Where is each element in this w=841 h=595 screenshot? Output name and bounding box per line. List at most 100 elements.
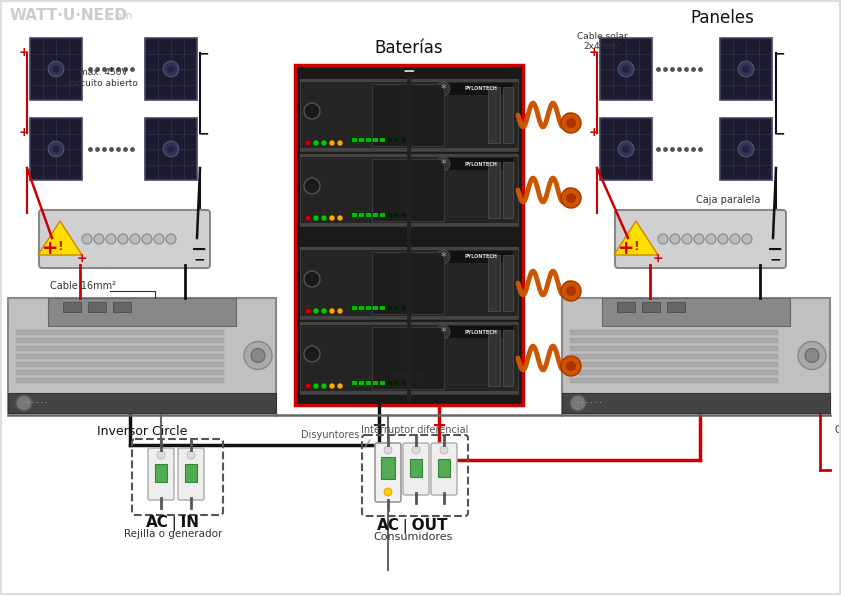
Bar	[350, 305, 410, 311]
FancyBboxPatch shape	[615, 210, 786, 268]
Bar	[381, 457, 395, 479]
Text: +: +	[589, 127, 600, 139]
Bar	[503, 87, 513, 143]
Bar	[387, 213, 392, 217]
Bar	[300, 79, 518, 151]
Bar	[16, 378, 224, 383]
Bar	[600, 38, 652, 100]
Circle shape	[682, 234, 692, 244]
Text: Cable 16mm²: Cable 16mm²	[50, 281, 116, 291]
Circle shape	[618, 141, 634, 157]
Bar	[570, 378, 778, 383]
Text: +: +	[42, 240, 58, 258]
Circle shape	[94, 234, 104, 244]
Text: −: −	[197, 46, 209, 60]
Circle shape	[251, 349, 265, 362]
Polygon shape	[38, 221, 82, 255]
Bar	[488, 255, 500, 311]
Bar	[503, 162, 513, 218]
Circle shape	[738, 141, 754, 157]
Bar	[372, 252, 444, 314]
Circle shape	[16, 395, 32, 411]
Circle shape	[622, 65, 630, 73]
Bar	[387, 306, 392, 310]
Circle shape	[436, 250, 450, 264]
Bar	[570, 330, 778, 335]
Circle shape	[337, 308, 343, 314]
Circle shape	[321, 308, 327, 314]
Text: Baterías: Baterías	[375, 39, 443, 57]
Bar	[570, 362, 778, 367]
Bar	[488, 87, 500, 143]
Circle shape	[244, 342, 272, 369]
Circle shape	[337, 215, 343, 221]
Bar	[350, 212, 410, 218]
Circle shape	[436, 157, 450, 171]
Text: +: +	[653, 252, 664, 265]
Bar	[63, 302, 81, 312]
Circle shape	[329, 140, 335, 146]
Text: +: +	[431, 417, 447, 435]
Bar	[366, 138, 371, 142]
Circle shape	[313, 308, 319, 314]
Text: −: −	[372, 417, 387, 435]
FancyBboxPatch shape	[375, 443, 401, 502]
Bar	[394, 381, 399, 385]
Bar	[488, 162, 500, 218]
Circle shape	[566, 361, 576, 371]
Circle shape	[52, 145, 60, 153]
Circle shape	[566, 286, 576, 296]
Circle shape	[304, 346, 320, 362]
Bar	[720, 118, 772, 180]
Text: +: +	[618, 240, 634, 258]
Circle shape	[738, 61, 754, 77]
Bar	[8, 298, 276, 413]
Bar	[300, 247, 518, 250]
Bar	[8, 393, 276, 413]
Circle shape	[48, 141, 64, 157]
FancyBboxPatch shape	[431, 443, 457, 495]
Circle shape	[305, 140, 311, 146]
Circle shape	[337, 140, 343, 146]
Text: máx. 450V
circuito abierto: máx. 450V circuito abierto	[69, 68, 137, 87]
Bar	[145, 38, 197, 100]
Circle shape	[167, 65, 175, 73]
Bar	[372, 159, 444, 221]
Circle shape	[384, 488, 392, 496]
Circle shape	[313, 215, 319, 221]
FancyBboxPatch shape	[39, 210, 210, 268]
Bar	[570, 338, 778, 343]
Bar	[387, 138, 392, 142]
Polygon shape	[614, 221, 658, 255]
Bar	[352, 306, 357, 310]
Text: −: −	[773, 46, 785, 60]
Bar	[30, 118, 82, 180]
Circle shape	[718, 234, 728, 244]
Circle shape	[48, 61, 64, 77]
Circle shape	[313, 383, 319, 389]
Bar	[372, 84, 444, 146]
Circle shape	[658, 234, 668, 244]
Bar	[16, 370, 224, 375]
Text: !: !	[57, 240, 63, 252]
Bar	[448, 158, 513, 170]
Bar	[88, 302, 106, 312]
Text: −: −	[773, 126, 785, 140]
Bar	[394, 213, 399, 217]
Text: Caja paralela: Caja paralela	[696, 195, 760, 205]
Text: WATT·U·NEED: WATT·U·NEED	[10, 8, 128, 23]
Circle shape	[305, 215, 311, 221]
Bar	[359, 213, 364, 217]
Bar	[300, 322, 518, 325]
Bar	[366, 213, 371, 217]
Bar	[155, 464, 167, 482]
Bar	[562, 298, 830, 413]
Circle shape	[187, 451, 195, 459]
Text: Disyuntores: Disyuntores	[301, 430, 359, 440]
Bar	[300, 223, 518, 226]
Circle shape	[82, 234, 92, 244]
Circle shape	[329, 383, 335, 389]
Circle shape	[163, 141, 179, 157]
Bar	[300, 79, 518, 82]
Text: Cable solar
2x4mm²: Cable solar 2x4mm²	[577, 32, 627, 51]
